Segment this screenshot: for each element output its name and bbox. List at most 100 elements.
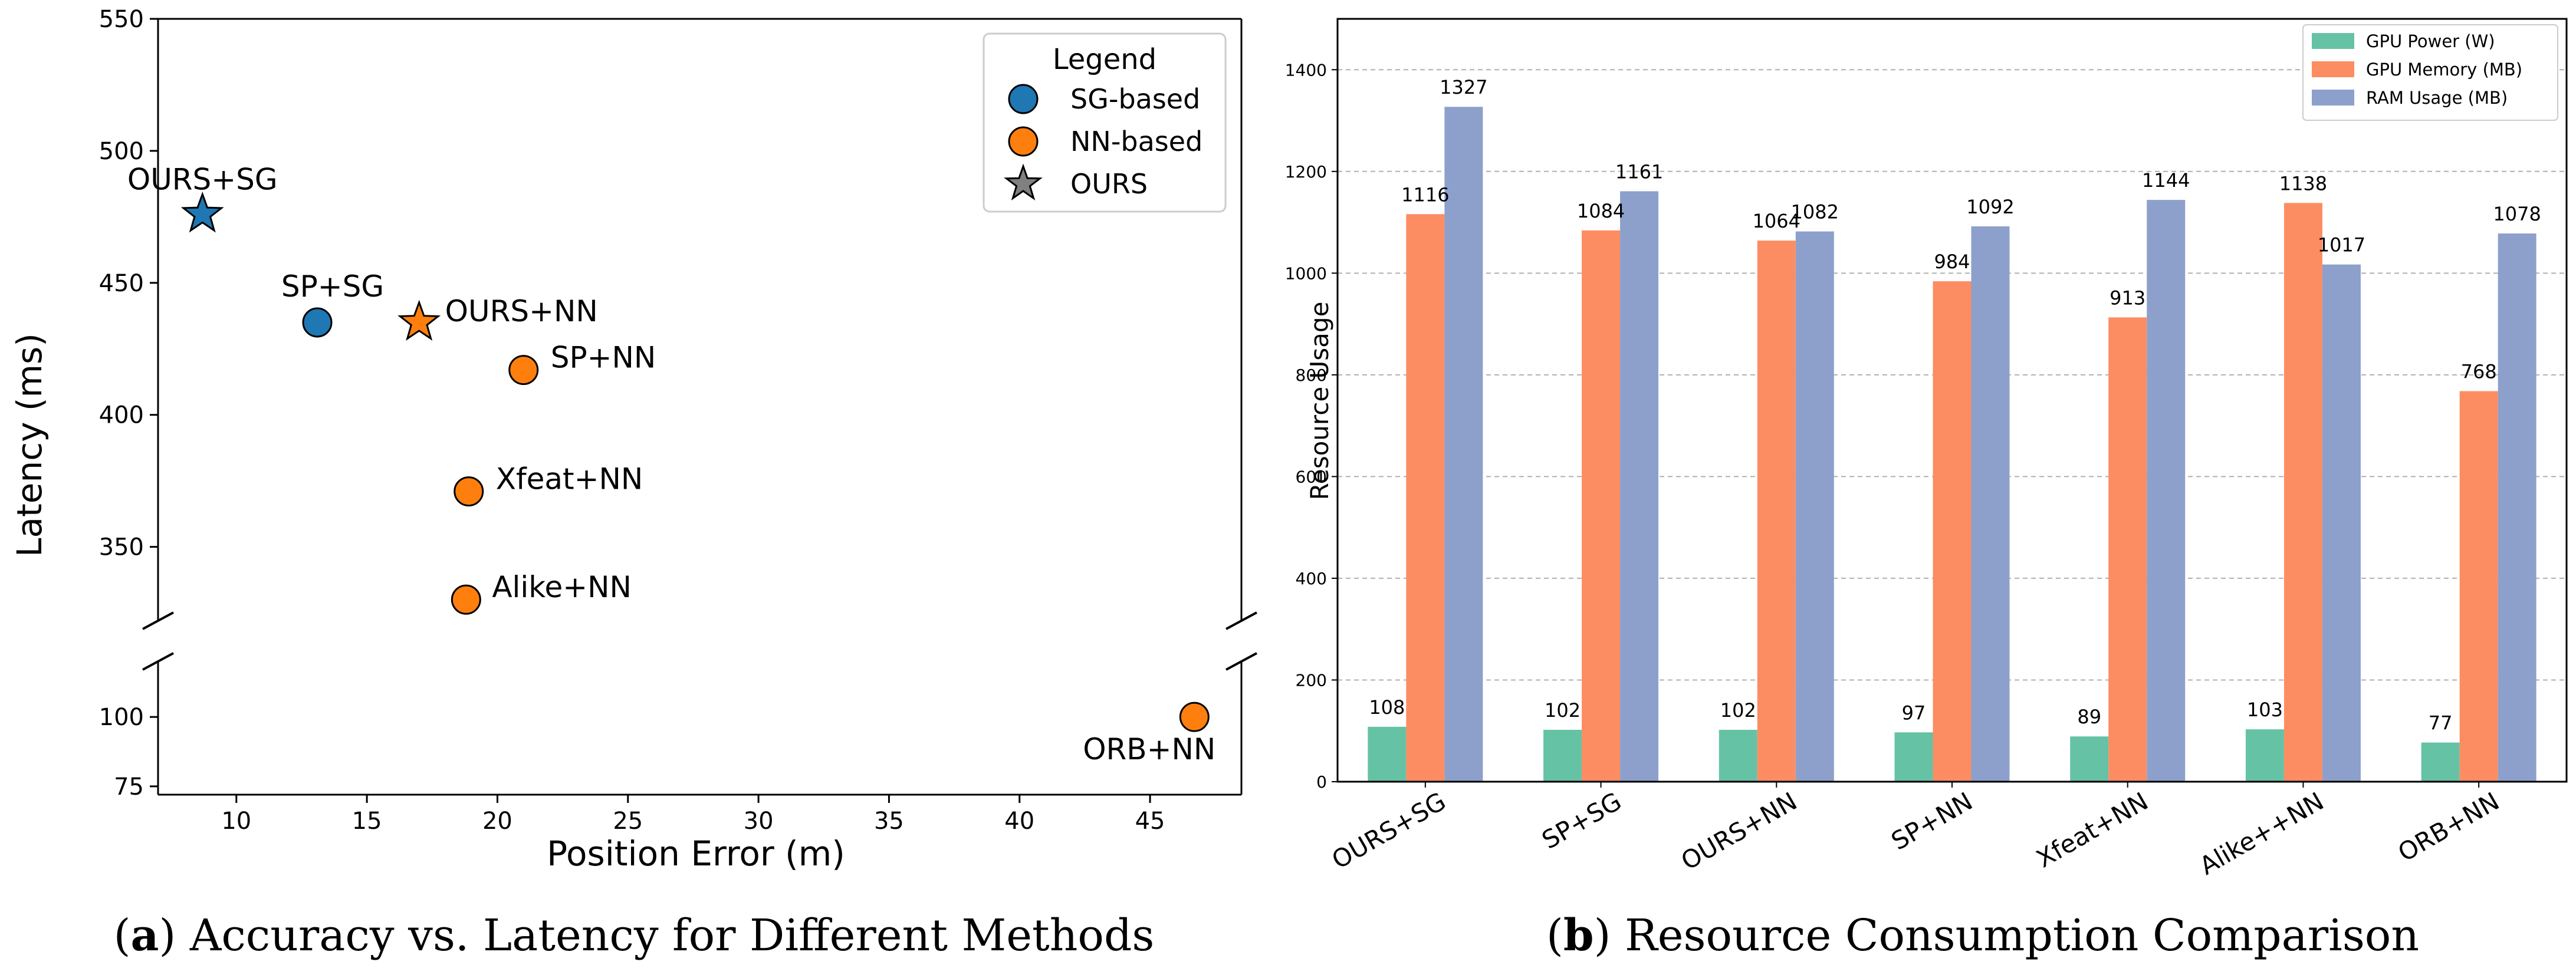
bar [2147,200,2186,782]
bar-y-tick-label: 1000 [1285,264,1327,283]
scatter-point-label: OURS+NN [445,294,598,328]
bar-legend-label: RAM Usage (MB) [2366,88,2508,108]
scatter-point-labels: OURS+SG SP+SG OURS+NN SP+NN Xfeat+NN Alike+NN… [127,162,1215,766]
bar-value-label: 108 [1369,696,1405,719]
caption-a-text: Accuracy vs. Latency for Different Metho… [176,910,1154,961]
scatter-legend-box [983,32,1227,213]
scatter-x-ticks: 10 15 20 25 30 35 40 45 [221,795,1165,835]
bar [1620,191,1659,782]
bar [1757,241,1796,782]
scatter-y-tick-label: 550 [99,6,144,33]
bar-value-label: 102 [1545,699,1581,722]
legend-entry-label: SG-based [1070,83,1200,115]
scatter-point-star [397,299,441,341]
bar [1894,732,1933,782]
bar-value-label: 77 [2429,712,2453,735]
bar-series [1368,107,2536,782]
caption-a-letter: a [131,910,159,961]
scatter-points [180,192,1210,732]
scatter-x-tick-label: 35 [874,808,904,835]
scatter-point-circle [454,476,484,507]
bar-value-label: 89 [2077,706,2101,728]
scatter-point-label: Xfeat+NN [496,462,643,496]
legend-circle-marker [1008,84,1039,114]
bar-value-label: 768 [2461,360,2497,383]
scatter-x-axis-label: Position Error (m) [547,834,845,874]
bar-legend-swatch [2312,90,2354,106]
legend-entry-label: OURS [1070,168,1148,200]
bar-y-axis-label: Resource Usage [1305,302,1334,500]
bar-legend-swatch [2312,61,2354,77]
bar [2108,317,2147,782]
scatter-x-tick-label: 45 [1135,808,1165,835]
bar-y-tick-label: 200 [1296,670,1327,690]
scatter-y-tick-label: 400 [99,402,144,429]
scatter-y-tick-label: 450 [99,270,144,297]
scatter-point-circle [508,355,539,386]
bar [1933,281,1972,782]
bar-value-label: 1138 [2279,172,2327,195]
caption-b: (b) Resource Consumption Comparison [1546,910,2419,961]
bar-y-tick-label: 600 [1296,467,1327,486]
scatter-point-label: Alike+NN [492,570,632,604]
bar-legend-entries: GPU Power (W) GPU Memory (MB) RAM Usage (M… [2312,31,2522,108]
scatter-y-tick-label: 75 [114,773,144,801]
scatter-y-tick-label: 500 [99,138,144,165]
scatter-axis-break-mark [142,652,174,671]
caption-b-text: Resource Consumption Comparison [1611,910,2419,961]
bar-value-label: 1017 [2318,234,2365,256]
scatter-axes [142,18,1257,796]
bar-value-label: 97 [1902,702,1926,724]
bar-value-label: 1064 [1753,210,1800,232]
bar-value-label: 1327 [1440,76,1487,98]
bar [1971,226,2010,782]
bar-value-label: 103 [2247,699,2283,721]
scatter-point-label: OURS+SG [127,162,278,196]
scatter-x-tick-label: 15 [352,808,382,835]
scatter-legend-title: Legend [1053,43,1156,76]
bar [1543,730,1582,782]
bar [1795,231,1834,782]
bar-legend-box [2302,24,2558,121]
scatter-point-label: SP+SG [281,269,384,304]
bar-value-label: 1116 [1401,183,1449,206]
legend-entry-label: NN-based [1070,126,1202,157]
scatter-point-circle [1179,702,1210,732]
bar [2322,264,2361,782]
scatter-point-circle [302,307,333,338]
bar [1406,214,1445,782]
bar-value-label: 1144 [2142,169,2190,192]
bar-legend-label: GPU Power (W) [2366,31,2495,51]
scatter-point-circle [451,584,481,615]
bar-y-tick-label: 1200 [1285,162,1327,182]
bar-value-label: 1092 [1966,196,2014,218]
scatter-y-tick-label: 100 [99,704,144,731]
scatter-legend: Legend SG-based NN-based OURS [983,32,1227,213]
bar-value-label: 1078 [2493,203,2541,225]
bar-legend-swatch [2312,33,2354,49]
bar [1582,230,1621,782]
scatter-x-tick-label: 25 [613,808,643,835]
caption-a: (a) Accuracy vs. Latency for Different M… [114,910,1155,961]
scatter-axis-break-mark [142,611,174,630]
scatter-point-label: ORB+NN [1083,732,1215,766]
bar [1444,107,1483,782]
caption-b-letter: b [1563,910,1594,961]
bar-y-tick-label: 1400 [1285,60,1327,80]
bar [2070,736,2109,782]
scatter-x-tick-label: 20 [482,808,512,835]
bar [2283,203,2322,782]
scatter-point-label: SP+NN [551,341,656,375]
bar-y-ticks: 0 200 400 600 800 1000 1200 1400 [1285,60,1338,792]
bar-y-tick-label: 0 [1316,772,1327,792]
scatter-axis-break-mark [1225,652,1257,671]
bar [2421,742,2460,782]
bar-y-tick-label: 400 [1296,569,1327,588]
legend-star-marker [1004,163,1043,201]
bar [1368,726,1407,782]
bar [2459,391,2498,782]
scatter-legend-entries: SG-based NN-based OURS [1004,83,1202,201]
scatter-y-axis-label: Latency (ms) [9,333,50,557]
